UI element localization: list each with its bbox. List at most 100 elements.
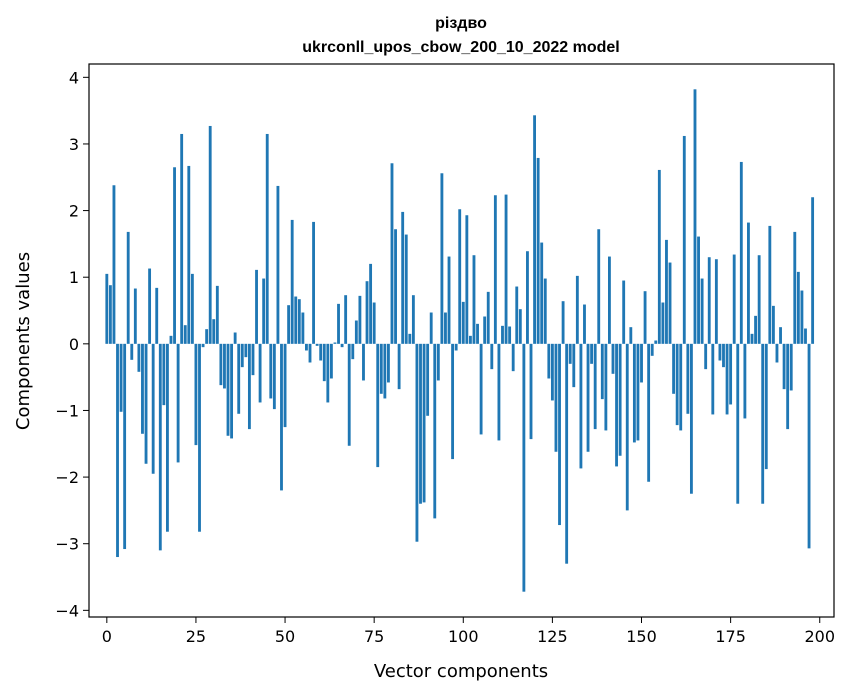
bar-138: [597, 229, 601, 344]
bar-16: [162, 343, 166, 406]
bar-23: [187, 165, 191, 344]
bar-43: [258, 343, 262, 403]
x-ticks-group: 0 25 50 75 100 125 150 175 200: [102, 617, 835, 646]
bar-97: [451, 343, 455, 460]
bar-68: [347, 343, 351, 446]
bar-35: [230, 343, 234, 439]
bar-32: [219, 343, 223, 386]
x-tick-label-175: 175: [715, 627, 746, 646]
bar-185: [764, 343, 768, 470]
bar-94: [440, 173, 444, 344]
bar-119: [529, 343, 533, 440]
bar-21: [180, 133, 184, 344]
bar-36: [233, 332, 237, 344]
bar-173: [722, 343, 725, 368]
x-tick-label-75: 75: [364, 627, 384, 646]
bar-139: [600, 343, 604, 400]
bar-78: [383, 343, 387, 399]
bar-134: [583, 304, 586, 344]
bar-86: [411, 295, 415, 344]
bar-51: [287, 305, 291, 344]
bar-154: [654, 340, 658, 344]
bar-66: [340, 343, 344, 348]
bar-38: [240, 343, 244, 368]
bar-44: [262, 278, 266, 344]
bar-113: [508, 326, 512, 344]
bar-164: [689, 343, 693, 494]
bars-group: [105, 89, 815, 592]
bar-172: [718, 343, 722, 361]
bar-98: [454, 343, 458, 351]
bar-109: [493, 195, 497, 344]
x-tick-label-0: 0: [102, 627, 112, 646]
bar-48: [276, 185, 280, 344]
bar-168: [704, 343, 708, 370]
bar-186: [768, 225, 772, 344]
bar-143: [615, 343, 618, 467]
bar-80: [390, 163, 394, 344]
bar-146: [625, 343, 629, 511]
bar-184: [761, 343, 765, 504]
bar-82: [397, 343, 401, 390]
bar-150: [640, 343, 643, 383]
bar-107: [486, 291, 490, 344]
bar-112: [504, 194, 508, 344]
bar-30: [212, 319, 216, 344]
bar-144: [618, 343, 622, 456]
y-tick-label--2: −2: [55, 468, 79, 487]
x-tick-label-100: 100: [448, 627, 479, 646]
bar-37: [237, 343, 241, 414]
bar-18: [169, 335, 173, 344]
chart-subtitle: ukrconll_upos_cbow_200_10_2022 model: [302, 39, 619, 56]
bar-181: [750, 333, 754, 344]
bar-137: [593, 343, 597, 430]
bar-88: [419, 343, 422, 504]
bar-103: [472, 255, 476, 344]
y-tick-label-4: 4: [69, 68, 79, 87]
bar-95: [444, 312, 447, 344]
bar-180: [747, 222, 750, 344]
bar-120: [533, 115, 536, 344]
bar-157: [665, 239, 668, 344]
bar-6: [126, 231, 130, 344]
bar-22: [183, 325, 187, 344]
bar-74: [369, 263, 373, 344]
bar-142: [611, 343, 615, 374]
bar-190: [782, 343, 786, 390]
bar-197: [807, 343, 811, 549]
bar-192: [789, 343, 793, 391]
bar-163: [686, 343, 690, 414]
bar-77: [379, 343, 383, 394]
bar-57: [308, 343, 312, 363]
bar-50: [283, 343, 287, 428]
bar-158: [668, 262, 672, 344]
bar-169: [707, 257, 711, 344]
bar-60: [319, 343, 323, 361]
bar-135: [586, 343, 590, 452]
bar-167: [700, 278, 704, 344]
bar-156: [661, 302, 665, 344]
bar-196: [804, 328, 807, 344]
bar-20: [176, 343, 180, 463]
bar-84: [404, 234, 408, 344]
bar-187: [771, 305, 775, 344]
bar-83: [401, 211, 405, 344]
bar-148: [632, 343, 636, 443]
bar-191: [786, 343, 790, 430]
x-tick-label-125: 125: [537, 627, 568, 646]
bar-147: [629, 327, 633, 344]
bar-46: [269, 343, 273, 399]
bar-183: [757, 255, 761, 344]
bar-90: [426, 343, 430, 416]
y-tick-label--3: −3: [55, 535, 79, 554]
bar-59: [315, 343, 319, 346]
bar-45: [265, 133, 269, 344]
bar-175: [729, 343, 733, 405]
bar-165: [693, 89, 697, 344]
x-tick-label-25: 25: [186, 627, 206, 646]
bar-104: [476, 323, 479, 344]
y-tick-label-3: 3: [69, 135, 79, 154]
bar-72: [362, 343, 365, 381]
bar-56: [305, 343, 308, 351]
bar-41: [251, 343, 255, 376]
